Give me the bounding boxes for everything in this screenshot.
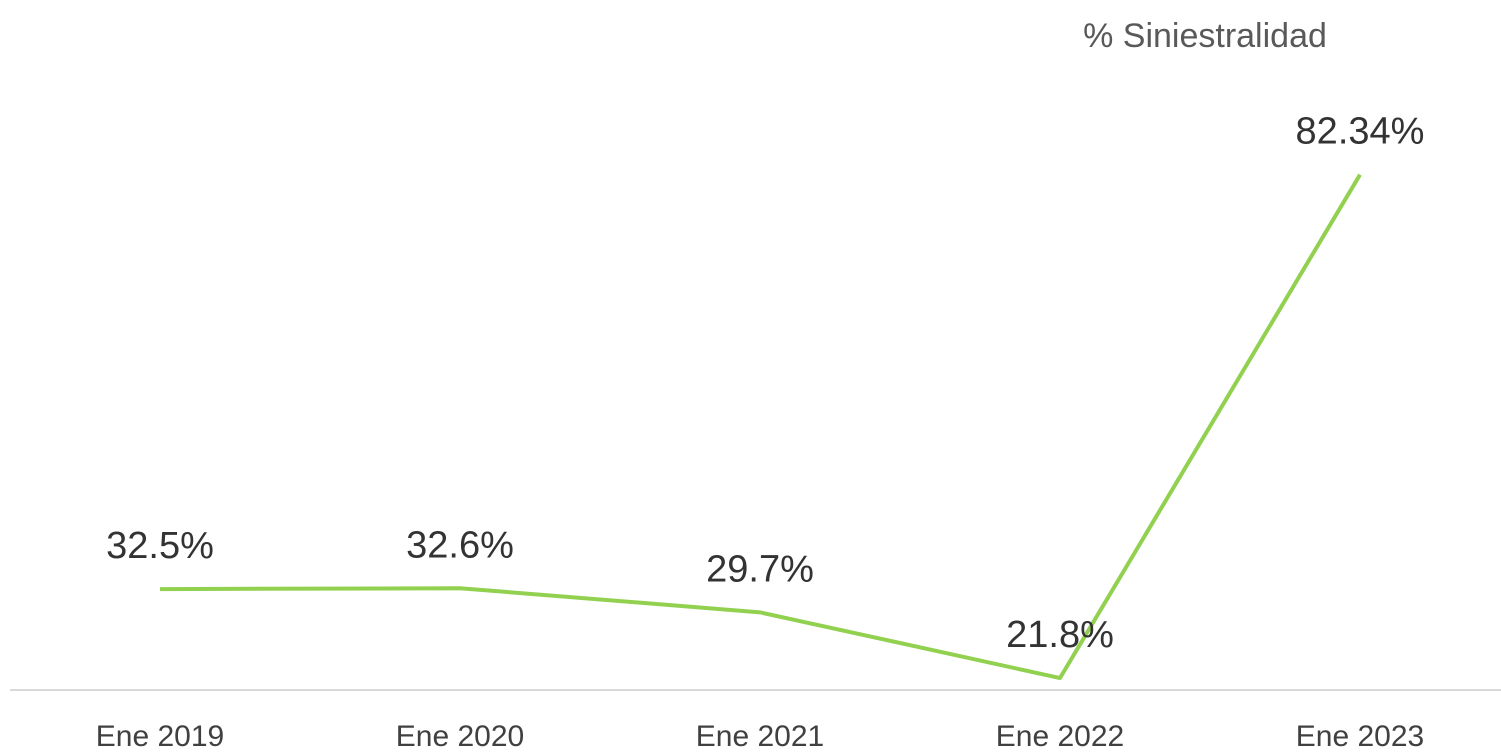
- data-label: 29.7%: [706, 548, 814, 590]
- data-label: 21.8%: [1006, 614, 1114, 656]
- x-tick-label: Ene 2019: [96, 720, 224, 753]
- data-label: 32.5%: [106, 525, 214, 567]
- series-line: [159, 173, 1362, 681]
- x-tick-label: Ene 2021: [696, 720, 824, 753]
- x-tick-label: Ene 2020: [396, 720, 524, 753]
- chart-title: % Siniestralidad: [1083, 17, 1327, 55]
- x-tick-label: Ene 2022: [996, 720, 1124, 753]
- data-label: 82.34%: [1296, 111, 1425, 153]
- x-tick-label: Ene 2023: [1296, 720, 1424, 753]
- data-label: 32.6%: [406, 524, 514, 566]
